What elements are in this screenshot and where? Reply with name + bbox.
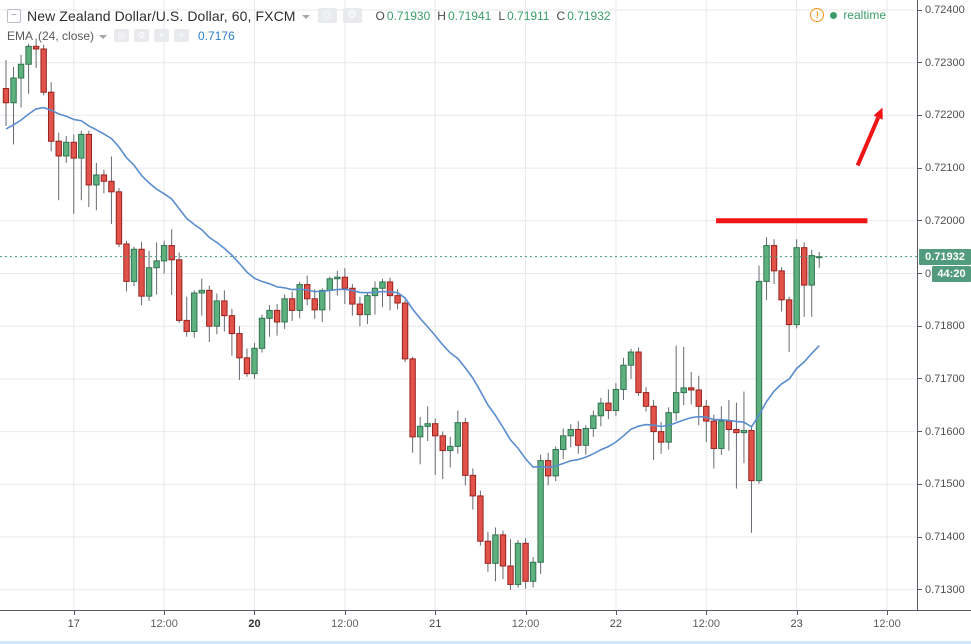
open-value: 0.71930 xyxy=(386,8,431,23)
eye-icon: ◎ xyxy=(322,9,332,21)
price-axis-label: 0.71700 xyxy=(918,372,971,385)
chart-settings-button[interactable]: ⚙ xyxy=(342,8,362,23)
gear-icon: ⚙ xyxy=(347,9,357,21)
data-status: ! realtime xyxy=(810,8,886,22)
symbol-title[interactable]: New Zealand Dollar/U.S. Dollar, 60, FXCM xyxy=(27,7,296,24)
price-axis[interactable]: 0.71300 0.71400 0.71500 0.71600 0.71700 0.718… xyxy=(917,0,971,610)
price-axis-label: 0.71300 xyxy=(918,583,971,596)
price-axis-label: 0.72000 xyxy=(918,214,971,227)
indicator-legend-row: EMA (24, close) ◎ ⚙ + × 0.7176 xyxy=(7,28,611,43)
ema-line[interactable] xyxy=(5,106,820,469)
realtime-label: realtime xyxy=(843,8,886,22)
time-axis-label: 20 xyxy=(248,618,261,630)
high-label: H xyxy=(437,8,446,23)
bar-countdown-badge: 44:20 xyxy=(932,265,971,282)
axis-tick xyxy=(525,611,527,615)
eye-icon: ◎ xyxy=(117,30,126,40)
close-icon: × xyxy=(178,30,185,40)
axis-tick xyxy=(918,325,922,327)
price-axis-label: 0.71800 xyxy=(918,320,971,333)
axis-tick xyxy=(918,378,922,380)
time-axis-label: 12:00 xyxy=(692,618,721,630)
chevron-down-icon[interactable] xyxy=(99,34,108,39)
price-axis-label: 0.72400 xyxy=(918,4,971,17)
time-axis-label: 12:00 xyxy=(511,618,540,630)
low-value: 0.71911 xyxy=(507,8,550,23)
price-axis-label: 0.72300 xyxy=(918,56,971,69)
axis-tick xyxy=(918,273,922,274)
time-axis-label: 12:00 xyxy=(331,618,359,630)
axis-tick xyxy=(918,114,922,116)
time-axis-label: 12:00 xyxy=(150,618,178,630)
axis-tick xyxy=(164,611,166,615)
price-axis-label: 0.72100 xyxy=(918,162,971,175)
axis-tick xyxy=(796,611,798,615)
axis-tick xyxy=(918,220,922,222)
time-axis-label: 17 xyxy=(67,618,80,630)
chart-canvas[interactable] xyxy=(0,0,917,610)
axis-tick xyxy=(918,9,922,11)
plus-icon: + xyxy=(158,30,165,40)
toggle-visibility-button[interactable]: ◎ xyxy=(317,8,337,23)
current-price-badge: 0.71932 xyxy=(919,248,971,265)
time-axis-label: 12:00 xyxy=(873,618,901,630)
axis-tick xyxy=(706,611,708,615)
chevron-down-icon[interactable] xyxy=(301,14,310,19)
bottom-edge-strip xyxy=(0,641,971,644)
legend: − New Zealand Dollar/U.S. Dollar, 60, FX… xyxy=(7,7,611,43)
axis-tick xyxy=(918,431,922,433)
indicator-params: (24, close) xyxy=(38,28,95,43)
axis-tick xyxy=(918,167,922,169)
collapse-legend-button[interactable]: − xyxy=(7,8,21,23)
price-axis-label: 0.71600 xyxy=(918,425,971,438)
axis-tick xyxy=(918,589,922,591)
price-axis-label: 0.72200 xyxy=(918,109,971,122)
data-warning-icon[interactable]: ! xyxy=(810,8,825,22)
gear-icon: ⚙ xyxy=(137,30,146,40)
price-axis-label: 0.71500 xyxy=(918,478,971,491)
time-axis-label: 23 xyxy=(790,618,803,630)
open-label: O xyxy=(375,8,385,23)
high-value: 0.71941 xyxy=(447,8,492,23)
trend-arrow-annotation[interactable] xyxy=(855,107,883,167)
axis-tick xyxy=(918,536,922,538)
ohlc-readout: O 0.71930 H 0.71941 L 0.71911 C 0.71932 xyxy=(376,9,611,23)
axis-tick xyxy=(918,62,922,64)
indicator-settings-button[interactable]: ⚙ xyxy=(134,29,150,42)
low-label: L xyxy=(498,8,506,23)
indicator-name[interactable]: EMA xyxy=(7,28,34,43)
close-label: C xyxy=(556,8,566,23)
symbol-legend-row: − New Zealand Dollar/U.S. Dollar, 60, FX… xyxy=(7,7,611,24)
axis-tick xyxy=(435,611,437,615)
close-value: 0.71932 xyxy=(567,8,611,23)
time-axis-label: 21 xyxy=(429,618,442,630)
axis-tick xyxy=(344,611,346,615)
indicator-add-button[interactable]: + xyxy=(154,29,170,42)
realtime-dot-icon xyxy=(830,11,838,19)
indicator-value: 0.7176 xyxy=(198,28,235,43)
axis-tick xyxy=(615,611,617,615)
time-axis[interactable]: 17 12:00 20 12:00 21 12:00 22 12:00 23 12:00 xyxy=(0,610,971,642)
grid xyxy=(0,0,917,610)
axis-tick xyxy=(73,611,75,615)
time-axis-label: 22 xyxy=(609,618,623,630)
axis-tick xyxy=(918,483,922,485)
indicator-visibility-button[interactable]: ◎ xyxy=(114,29,130,42)
price-axis-label: 0.71400 xyxy=(918,531,971,544)
candles-series xyxy=(2,38,823,590)
axis-tick xyxy=(254,611,256,615)
axis-tick xyxy=(887,611,888,615)
indicator-remove-button[interactable]: × xyxy=(174,29,190,42)
